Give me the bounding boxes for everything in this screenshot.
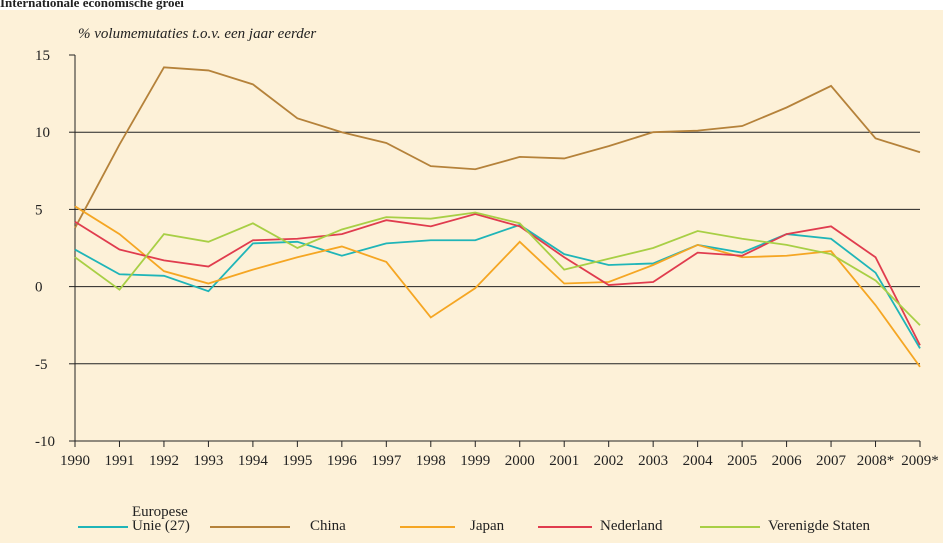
x-tick-label: 2006 [772, 453, 803, 469]
series-line [74, 211, 921, 326]
x-tick-label: 2000 [505, 453, 535, 469]
legend-label: Japan [470, 518, 505, 534]
x-tick-label: 1995 [282, 453, 312, 469]
x-tick-label: 1997 [371, 453, 402, 469]
x-tick-label: 1990 [60, 453, 90, 469]
series-line [74, 213, 921, 346]
y-tick-label: 10 [35, 125, 50, 141]
legend-label: Nederland [600, 518, 663, 534]
y-tick-label: 0 [35, 280, 43, 296]
x-tick-label: 2002 [594, 453, 624, 469]
legend-label: Verenigde Staten [768, 518, 871, 534]
series-line [74, 205, 921, 368]
x-tick-label: 2007 [816, 453, 847, 469]
x-tick-label: 2008* [857, 453, 895, 469]
y-tick-label: 5 [35, 202, 43, 218]
x-tick-label: 1992 [149, 453, 179, 469]
x-tick-label: 1999 [460, 453, 490, 469]
x-tick-label: 2009* [901, 453, 939, 469]
x-tick-label: 2004 [683, 453, 714, 469]
x-tick-label: 1991 [104, 453, 134, 469]
chart-background [0, 10, 943, 543]
x-tick-label: 1993 [193, 453, 223, 469]
series-line [74, 66, 921, 229]
x-tick-label: 2005 [727, 453, 757, 469]
legend-label: China [310, 518, 346, 534]
x-tick-label: 2001 [549, 453, 579, 469]
x-tick-label: 1998 [416, 453, 446, 469]
x-tick-label: 2003 [638, 453, 668, 469]
legend-label: Europese Unie (27) [132, 504, 190, 534]
chart-title: Internationale economische groei [0, 0, 184, 10]
y-tick-label: -5 [35, 357, 48, 373]
x-tick-label: 1994 [238, 453, 269, 469]
y-tick-label: -10 [35, 434, 55, 450]
x-tick-label: 1996 [327, 453, 358, 469]
chart-subtitle: % volumemutaties t.o.v. een jaar eerder [78, 26, 316, 42]
y-tick-label: 15 [35, 48, 50, 64]
